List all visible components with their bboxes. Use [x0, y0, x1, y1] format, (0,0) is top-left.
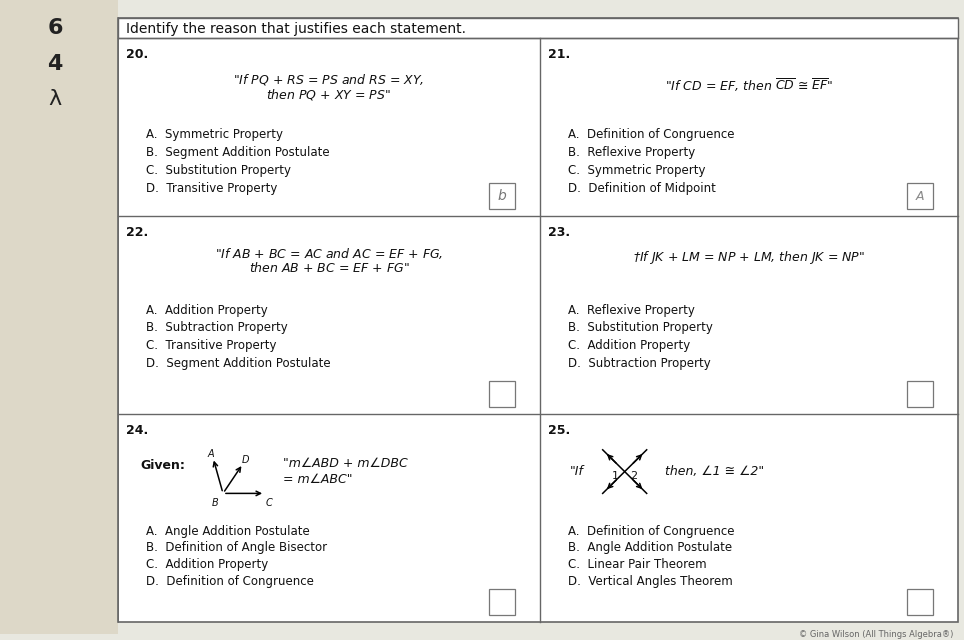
Text: Given:: Given:	[140, 459, 185, 472]
Text: D.  Transitive Property: D. Transitive Property	[146, 182, 278, 195]
Text: C.  Substitution Property: C. Substitution Property	[146, 164, 291, 177]
Bar	[489, 183, 515, 209]
Text: D.  Subtraction Property: D. Subtraction Property	[568, 357, 710, 370]
Text: A.  Addition Property: A. Addition Property	[146, 303, 268, 317]
Text: "m∠ABD + m∠DBC: "m∠ABD + m∠DBC	[283, 457, 408, 470]
Bar	[907, 381, 933, 407]
Text: 24.: 24.	[126, 424, 148, 437]
Text: C.  Addition Property: C. Addition Property	[146, 558, 268, 572]
Text: then $AB$ + $BC$ = $EF$ + $FG$": then $AB$ + $BC$ = $EF$ + $FG$"	[249, 262, 409, 275]
Text: "If: "If	[570, 465, 583, 478]
Text: = m∠ABC": = m∠ABC"	[283, 473, 353, 486]
Text: A.  Symmetric Property: A. Symmetric Property	[146, 128, 283, 141]
Text: B.  Substitution Property: B. Substitution Property	[568, 321, 712, 335]
Text: B.  Reflexive Property: B. Reflexive Property	[568, 146, 695, 159]
Text: D: D	[241, 454, 249, 465]
Text: 22.: 22.	[126, 226, 148, 239]
Text: †If $JK$ + $LM$ = $NP$ + $LM$, then $JK$ = $NP$": †If $JK$ + $LM$ = $NP$ + $LM$, then $JK$…	[633, 249, 865, 266]
Text: C.  Symmetric Property: C. Symmetric Property	[568, 164, 706, 177]
Text: B.  Angle Addition Postulate: B. Angle Addition Postulate	[568, 541, 732, 554]
Text: Identify the reason that justifies each statement.: Identify the reason that justifies each …	[126, 22, 466, 36]
Text: A: A	[916, 189, 924, 203]
Text: D.  Segment Addition Postulate: D. Segment Addition Postulate	[146, 357, 331, 370]
Bar	[907, 183, 933, 209]
Text: 20.: 20.	[126, 47, 148, 61]
Text: A.  Definition of Congruence: A. Definition of Congruence	[568, 128, 735, 141]
Text: D.  Definition of Congruence: D. Definition of Congruence	[146, 575, 314, 588]
Text: "If $AB$ + $BC$ = $AC$ and $AC$ = $EF$ + $FG$,: "If $AB$ + $BC$ = $AC$ and $AC$ = $EF$ +…	[215, 246, 443, 261]
Text: then, ∠1 ≅ ∠2": then, ∠1 ≅ ∠2"	[665, 465, 763, 478]
Bar	[118, 18, 958, 38]
Text: 25.: 25.	[548, 424, 570, 437]
Text: A: A	[207, 449, 214, 459]
Text: C.  Addition Property: C. Addition Property	[568, 339, 690, 352]
Bar	[118, 18, 958, 622]
Text: D.  Vertical Angles Theorem: D. Vertical Angles Theorem	[568, 575, 733, 588]
Text: then $PQ$ + $XY$ = $PS$": then $PQ$ + $XY$ = $PS$"	[266, 86, 391, 102]
Text: C.  Transitive Property: C. Transitive Property	[146, 339, 277, 352]
Text: B: B	[212, 499, 219, 508]
Bar	[0, 0, 118, 634]
Text: 1: 1	[612, 470, 619, 481]
Text: b: b	[497, 189, 506, 203]
Bar	[907, 589, 933, 615]
Text: A.  Angle Addition Postulate: A. Angle Addition Postulate	[146, 525, 309, 538]
Text: 6: 6	[47, 18, 63, 38]
Text: C: C	[266, 499, 273, 508]
Text: C.  Linear Pair Theorem: C. Linear Pair Theorem	[568, 558, 707, 572]
Text: A.  Definition of Congruence: A. Definition of Congruence	[568, 525, 735, 538]
Bar	[489, 589, 515, 615]
Text: 4: 4	[47, 54, 63, 74]
Text: B.  Segment Addition Postulate: B. Segment Addition Postulate	[146, 146, 330, 159]
Text: © Gina Wilson (All Things Algebra®): © Gina Wilson (All Things Algebra®)	[798, 630, 953, 639]
Text: λ: λ	[48, 89, 62, 109]
Text: "If $PQ$ + $RS$ = $PS$ and $RS$ = $XY$,: "If $PQ$ + $RS$ = $PS$ and $RS$ = $XY$,	[233, 72, 424, 87]
Text: 23.: 23.	[548, 226, 570, 239]
Text: D.  Definition of Midpoint: D. Definition of Midpoint	[568, 182, 715, 195]
Text: B.  Definition of Angle Bisector: B. Definition of Angle Bisector	[146, 541, 327, 554]
Text: B.  Subtraction Property: B. Subtraction Property	[146, 321, 287, 335]
Text: 2: 2	[630, 470, 637, 481]
Text: A.  Reflexive Property: A. Reflexive Property	[568, 303, 694, 317]
Text: 21.: 21.	[548, 47, 570, 61]
Bar	[489, 381, 515, 407]
Text: "If $CD$ = $EF$, then $\overline{CD}$ ≅ $\overline{EF}$": "If $CD$ = $EF$, then $\overline{CD}$ ≅ …	[664, 77, 833, 93]
